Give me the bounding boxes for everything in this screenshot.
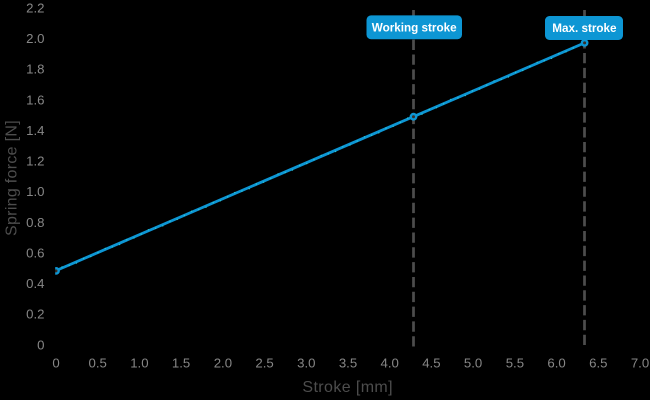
svg-text:0.5: 0.5 [89,356,107,371]
svg-text:Working stroke: Working stroke [372,22,457,35]
svg-text:1.2: 1.2 [26,154,44,169]
svg-text:1.4: 1.4 [26,123,44,138]
svg-text:3.5: 3.5 [339,356,357,371]
svg-text:5.0: 5.0 [464,356,482,371]
svg-text:0.6: 0.6 [26,245,44,260]
svg-text:2.2: 2.2 [26,0,44,15]
svg-text:6.5: 6.5 [589,356,607,371]
svg-text:1.8: 1.8 [26,62,44,77]
svg-text:1.6: 1.6 [26,92,44,107]
svg-text:Stroke [mm]: Stroke [mm] [302,379,393,396]
svg-text:1.0: 1.0 [26,184,44,199]
svg-text:3.0: 3.0 [297,356,315,371]
svg-text:2.0: 2.0 [26,31,44,46]
svg-text:5.5: 5.5 [506,356,524,371]
svg-text:0: 0 [52,356,59,371]
svg-text:0.4: 0.4 [26,276,44,291]
svg-text:0.8: 0.8 [26,215,44,230]
svg-text:2.0: 2.0 [214,356,232,371]
svg-text:4.5: 4.5 [422,356,440,371]
svg-text:7.0: 7.0 [631,356,649,371]
svg-text:0: 0 [37,337,44,352]
svg-text:Spring force [N]: Spring force [N] [4,120,21,236]
svg-text:4.0: 4.0 [381,356,399,371]
svg-text:1.5: 1.5 [172,356,190,371]
svg-text:Max. stroke: Max. stroke [552,22,617,35]
svg-text:1.0: 1.0 [130,356,148,371]
svg-text:2.5: 2.5 [255,356,273,371]
svg-text:6.0: 6.0 [547,356,565,371]
svg-text:0.2: 0.2 [26,307,44,322]
